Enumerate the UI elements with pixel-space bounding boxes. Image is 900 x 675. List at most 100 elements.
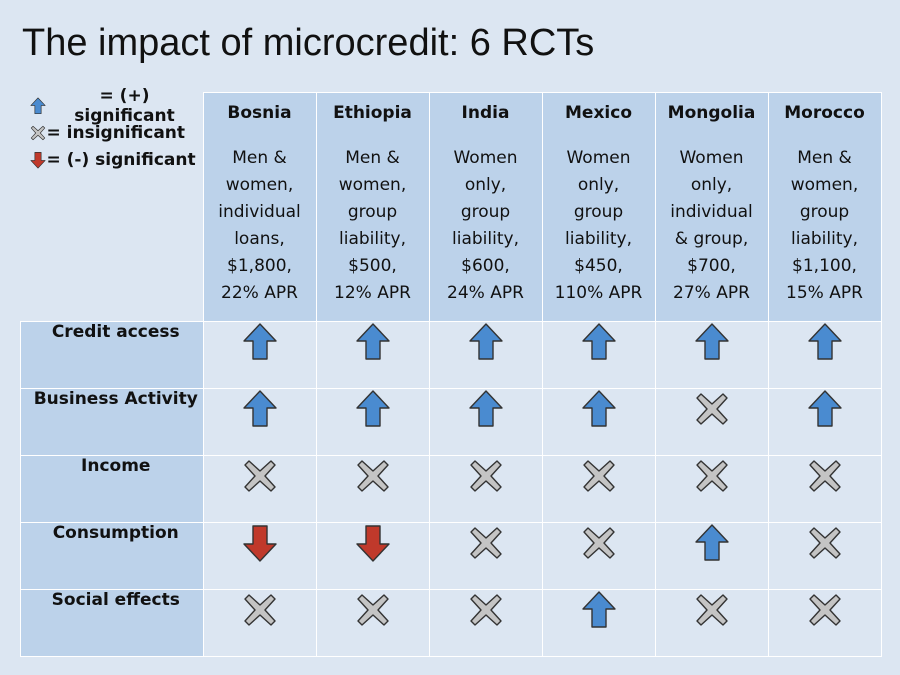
legend-label: = (+) significant: [74, 86, 175, 126]
row-label: Income: [20, 455, 204, 523]
column-header-mexico: Mexico Women only, group liability, $450…: [541, 92, 656, 322]
study-desc-line: Men &: [797, 148, 852, 168]
x-icon: [656, 590, 768, 630]
result-cell: [767, 455, 882, 523]
legend-item-insignificant: = insignificant: [29, 120, 203, 147]
study-desc-line: women,: [225, 175, 294, 195]
country-name: Bosnia: [227, 103, 292, 123]
table-row-consumption: Consumption: [20, 522, 882, 590]
x-icon: [543, 456, 655, 496]
column-header-mongolia: Mongolia Women only, individual & group,…: [654, 92, 769, 322]
result-cell: [428, 589, 543, 657]
up-arrow-icon: [204, 322, 316, 362]
study-desc-line: Women: [566, 148, 631, 168]
result-cell: [767, 589, 882, 657]
study-desc-line: Men &: [345, 148, 400, 168]
study-desc-line: 24% APR: [447, 283, 524, 303]
table-row-income: Income: [20, 455, 882, 523]
result-cell: [315, 321, 430, 389]
result-cell: [315, 455, 430, 523]
result-cell: [654, 522, 769, 590]
x-icon: [430, 456, 542, 496]
study-desc-line: Men &: [232, 148, 287, 168]
result-cell: [428, 522, 543, 590]
result-cell: [202, 589, 317, 657]
result-cell: [315, 522, 430, 590]
table-row-credit-access: Credit access: [20, 321, 882, 389]
row-label: Business Activity: [20, 388, 204, 456]
x-icon: [430, 523, 542, 563]
x-icon: [656, 456, 768, 496]
study-desc-line: 15% APR: [786, 283, 863, 303]
study-desc-line: liability,: [565, 229, 632, 249]
result-cell: [315, 589, 430, 657]
study-desc-line: Women: [453, 148, 518, 168]
study-desc-line: $700,: [687, 256, 736, 276]
result-cell: [654, 589, 769, 657]
study-desc-line: liability,: [452, 229, 519, 249]
column-header-morocco: Morocco Men & women, group liability, $1…: [767, 92, 882, 322]
study-desc-line: 22% APR: [221, 283, 298, 303]
study-desc-line: $1,100,: [792, 256, 857, 276]
study-desc-line: women,: [790, 175, 859, 195]
table-row-social-effects: Social effects: [20, 589, 882, 657]
study-desc-line: only,: [577, 175, 620, 195]
study-desc-line: & group,: [674, 229, 749, 249]
result-cell: [428, 321, 543, 389]
up-arrow-icon: [543, 590, 655, 630]
study-desc-line: group: [573, 202, 624, 222]
x-icon: [543, 523, 655, 563]
x-icon: [430, 590, 542, 630]
result-cell: [428, 455, 543, 523]
study-desc-line: liability,: [791, 229, 858, 249]
study-desc-line: $1,800,: [227, 256, 292, 276]
result-cell: [428, 388, 543, 456]
result-cell: [541, 522, 656, 590]
study-desc-line: only,: [464, 175, 507, 195]
result-cell: [541, 321, 656, 389]
legend-label: = insignificant: [46, 123, 186, 143]
legend: = (+) significant = insignificant = (-) …: [20, 86, 203, 322]
result-cell: [202, 388, 317, 456]
study-desc-line: loans,: [234, 229, 285, 249]
legend-label: = (-) significant: [46, 150, 196, 170]
result-cell: [202, 522, 317, 590]
column-header-bosnia: Bosnia Men & women, individual loans, $1…: [202, 92, 317, 322]
study-desc-line: women,: [338, 175, 407, 195]
result-cell: [541, 589, 656, 657]
up-arrow-icon: [769, 389, 881, 429]
x-icon: [29, 124, 47, 142]
down-arrow-icon: [317, 523, 429, 563]
down-arrow-icon: [204, 523, 316, 563]
country-name: India: [461, 103, 510, 123]
column-header-india: India Women only, group liability, $600,…: [428, 92, 543, 322]
country-name: Mexico: [565, 103, 632, 123]
x-icon: [769, 456, 881, 496]
result-cell: [767, 388, 882, 456]
study-desc-line: liability,: [339, 229, 406, 249]
up-arrow-icon: [29, 97, 47, 115]
x-icon: [317, 456, 429, 496]
down-arrow-icon: [29, 151, 47, 169]
study-desc-line: $450,: [574, 256, 623, 276]
up-arrow-icon: [430, 389, 542, 429]
result-cell: [654, 388, 769, 456]
up-arrow-icon: [204, 389, 316, 429]
x-icon: [769, 523, 881, 563]
result-cell: [315, 388, 430, 456]
row-label: Social effects: [20, 589, 204, 657]
study-desc-line: Women: [679, 148, 744, 168]
study-desc-line: individual: [670, 202, 753, 222]
slide-title: The impact of microcredit: 6 RCTs: [22, 22, 595, 64]
country-name: Morocco: [784, 103, 865, 123]
header-row: = (+) significant = insignificant = (-) …: [20, 86, 882, 322]
study-desc-line: 12% APR: [334, 283, 411, 303]
result-cell: [541, 388, 656, 456]
study-desc-line: group: [799, 202, 850, 222]
x-icon: [317, 590, 429, 630]
result-cell: [654, 321, 769, 389]
row-label: Credit access: [20, 321, 204, 389]
study-desc-line: 110% APR: [554, 283, 643, 303]
legend-item-negative: = (-) significant: [29, 147, 203, 174]
up-arrow-icon: [317, 389, 429, 429]
